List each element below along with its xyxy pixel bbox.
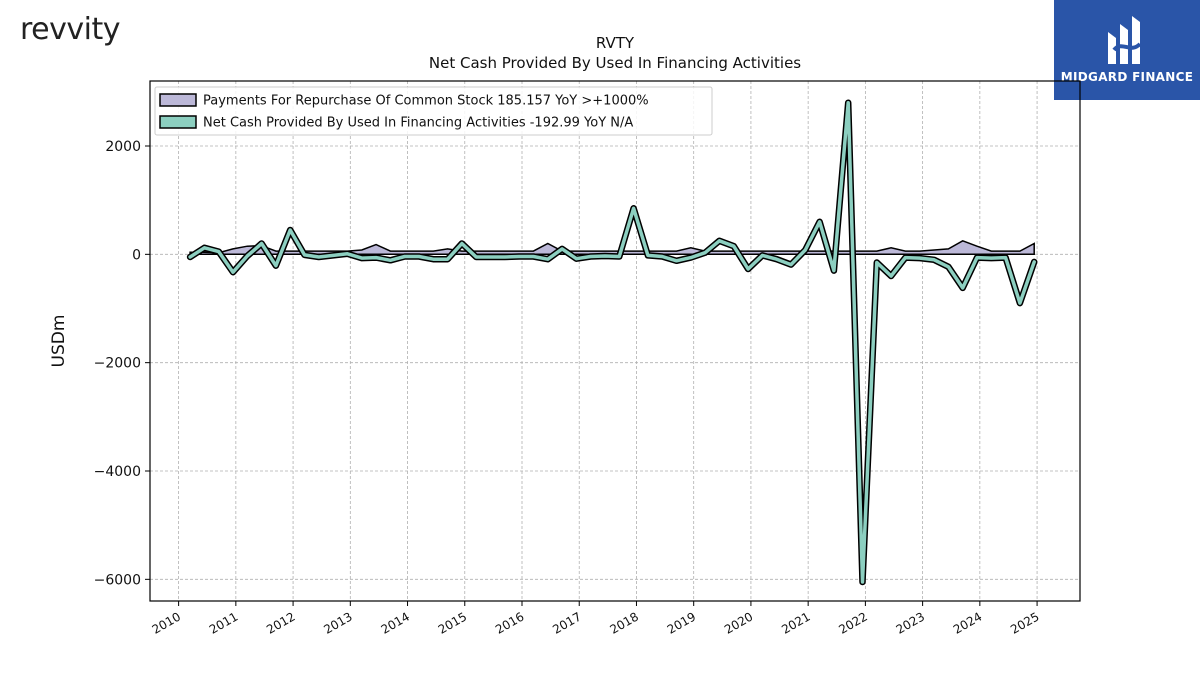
x-tick-label: 2018 <box>608 609 641 636</box>
midgard-finance-badge: MIDGARD FINANCE <box>1054 0 1200 100</box>
x-tick-label: 2020 <box>722 609 755 636</box>
plot-frame <box>149 80 1081 602</box>
midgard-logo-mark <box>1108 16 1142 64</box>
chart-subtitle: Net Cash Provided By Used In Financing A… <box>429 54 801 72</box>
x-tick-label: 2022 <box>836 609 869 636</box>
x-tick-label: 2015 <box>436 609 469 636</box>
legend: Payments For Repurchase Of Common Stock … <box>154 86 713 136</box>
revvity-logo: revvity <box>20 12 121 47</box>
x-tick-label: 2019 <box>665 609 698 636</box>
y-tick-label: −6000 <box>94 572 141 588</box>
x-tick-label: 2010 <box>150 609 183 636</box>
series-layer <box>186 99 1038 586</box>
y-tick-label: 0 <box>132 247 141 263</box>
x-tick-label: 2016 <box>493 609 526 636</box>
x-tick-label: 2021 <box>779 609 812 636</box>
series-financing-outline <box>186 99 1038 586</box>
legend-frame <box>154 86 713 136</box>
x-tick-label: 2023 <box>894 609 927 636</box>
x-tick-label: 2011 <box>207 609 240 636</box>
x-tick-label: 2017 <box>550 609 583 636</box>
legend-swatch-financing <box>159 115 197 129</box>
y-axis-label: USDm <box>49 315 69 368</box>
legend-label-repurchase: Payments For Repurchase Of Common Stock … <box>203 94 649 109</box>
y-tick-label: −2000 <box>94 356 141 372</box>
x-tick-label: 2012 <box>264 609 297 636</box>
series-financing-line <box>188 100 1036 584</box>
legend-label-financing: Net Cash Provided By Used In Financing A… <box>203 116 633 131</box>
x-tick-label: 2013 <box>321 609 354 636</box>
y-tick-label: 2000 <box>105 139 141 155</box>
y-tick-label: −4000 <box>94 464 141 480</box>
legend-swatch-repurchase <box>159 93 197 107</box>
chart-title: RVTY <box>596 34 635 52</box>
grid-layer <box>150 81 1080 601</box>
x-tick-label: 2024 <box>951 609 984 636</box>
x-tick-label: 2025 <box>1008 609 1041 636</box>
x-tick-label: 2014 <box>379 609 412 636</box>
series-repurchase-area <box>189 239 1035 256</box>
badge-label: MIDGARD FINANCE <box>1060 70 1194 84</box>
